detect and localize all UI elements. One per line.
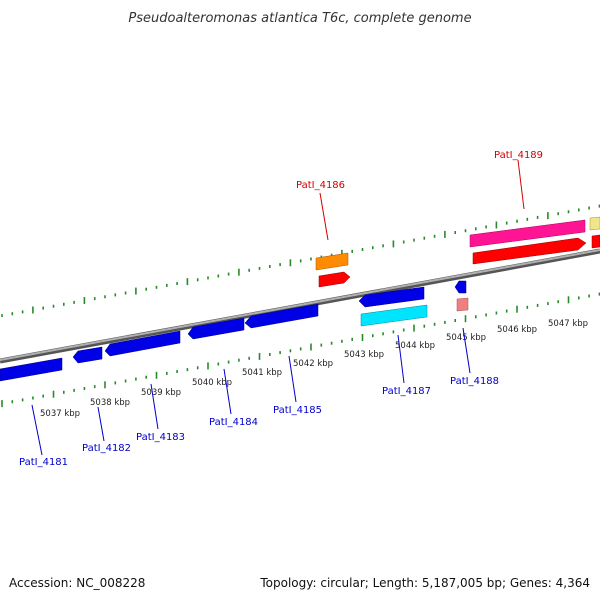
gene-patl-4181[interactable] <box>0 357 63 382</box>
feature-patl-4189-magenta[interactable] <box>469 219 586 248</box>
genome-backbone <box>0 248 600 364</box>
gene-label-patl-4183[interactable]: PatI_4183 <box>136 432 185 443</box>
gene-label-patl-4184[interactable]: PatI_4184 <box>209 417 258 428</box>
cds-patl-4189[interactable] <box>472 237 587 265</box>
gene-label-patl-4182[interactable]: PatI_4182 <box>82 443 131 454</box>
scale-labels: 5037 kbp 5038 kbp 5039 kbp 5040 kbp 5041… <box>40 319 588 419</box>
scale-ticks <box>1 204 600 408</box>
gene-patl-4185[interactable] <box>244 303 319 329</box>
scale-label: 5043 kbp <box>344 350 384 360</box>
gene-patl-4184[interactable] <box>187 317 245 340</box>
scale-label: 5041 kbp <box>242 368 282 378</box>
scale-label: 5040 kbp <box>192 378 232 388</box>
cds-red-next[interactable] <box>591 234 600 249</box>
gene-label-patl-4186[interactable]: PatI_4186 <box>296 180 345 191</box>
accession-text: Accession: NC_008228 <box>9 576 145 590</box>
gene-labels: PatI_4181 PatI_4182 PatI_4183 PatI_4184 … <box>19 150 543 468</box>
rna-patl-4188[interactable] <box>456 297 469 312</box>
gene-patl-4182[interactable] <box>72 346 103 364</box>
forward-strand-features <box>315 216 600 288</box>
scale-label: 5047 kbp <box>548 319 588 329</box>
scale-label: 5045 kbp <box>446 333 486 343</box>
scale-label: 5039 kbp <box>141 388 181 398</box>
scale-label: 5042 kbp <box>293 359 333 369</box>
gene-patl-4183[interactable] <box>104 330 181 357</box>
cds-patl-4187[interactable] <box>360 304 428 327</box>
gene-patl-4188[interactable] <box>454 280 467 294</box>
gene-patl-4187[interactable] <box>358 286 425 308</box>
gene-label-patl-4188[interactable]: PatI_4188 <box>450 376 499 387</box>
gene-label-patl-4187[interactable]: PatI_4187 <box>382 386 431 397</box>
label-leaders <box>31 159 525 456</box>
cds-patl-4186[interactable] <box>318 271 351 288</box>
reverse-strand-features <box>0 280 469 382</box>
feature-patl-4186-orange[interactable] <box>315 252 349 271</box>
genome-summary-text: Topology: circular; Length: 5,187,005 bp… <box>259 576 590 590</box>
gene-label-patl-4185[interactable]: PatI_4185 <box>273 405 322 416</box>
map-title: Pseudoalteromonas atlantica T6c, complet… <box>128 11 471 26</box>
scale-label: 5037 kbp <box>40 409 80 419</box>
scale-label: 5044 kbp <box>395 341 435 351</box>
scale-label: 5038 kbp <box>90 398 130 408</box>
gene-label-patl-4189[interactable]: PatI_4189 <box>494 150 543 161</box>
gene-label-patl-4181[interactable]: PatI_4181 <box>19 457 68 468</box>
scale-label: 5046 kbp <box>497 325 537 335</box>
feature-pale-next[interactable] <box>589 216 600 231</box>
